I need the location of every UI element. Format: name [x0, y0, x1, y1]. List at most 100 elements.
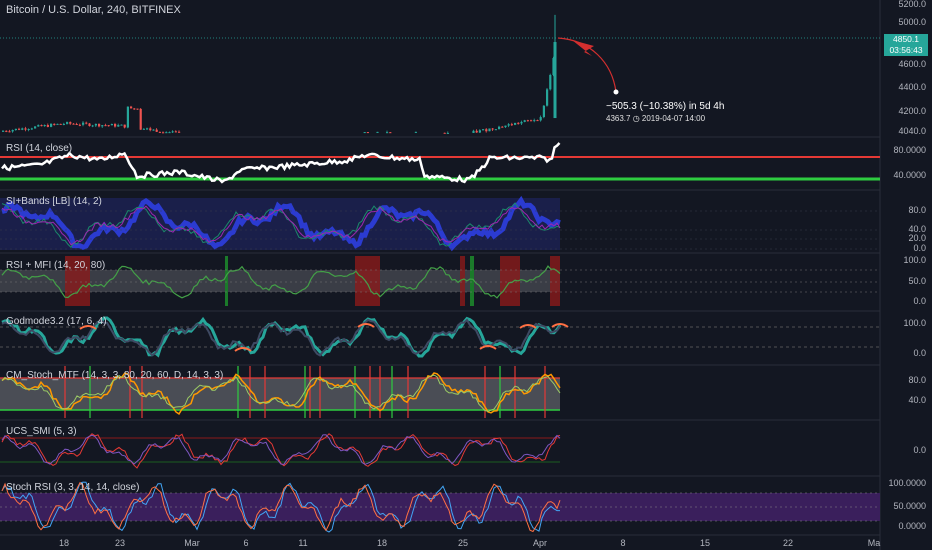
rsimfi-line [1, 265, 561, 299]
x-axis-label: 6 [243, 538, 249, 548]
si-line-green [1, 202, 561, 249]
price-candle [549, 74, 552, 90]
price-candle [110, 124, 113, 126]
price-candle [85, 122, 88, 124]
price-candle [62, 123, 65, 125]
si-tick: 20.0 [908, 233, 926, 243]
price-candle [117, 125, 120, 127]
price-candle [82, 122, 85, 125]
measure-sublabel: 4363.7 ◷ 2019-04-07 14:00 [606, 114, 706, 123]
price-candle [142, 128, 145, 130]
spike-candle [553, 42, 557, 119]
x-axis-label: Mar [184, 538, 200, 548]
godmode-extreme [479, 345, 497, 350]
price-candle [40, 125, 43, 127]
price-axis-tick: 5200.0 [898, 0, 926, 9]
price-candle [50, 123, 53, 127]
pane-title-cm-stoch: CM_Stoch_MTF (14, 3, 3, 80, 20, 60, D, 1… [6, 370, 224, 381]
x-axis-label: 18 [58, 538, 70, 548]
price-candle [520, 121, 523, 124]
godmode-signal [1, 318, 561, 357]
price-candle [376, 131, 379, 133]
rsi-tick: 80.0000 [893, 145, 926, 155]
rsimfi-signal [460, 256, 465, 306]
price-candle [21, 128, 24, 130]
si-tick: 80.0 [908, 205, 926, 215]
rsimfi-signal [65, 256, 90, 306]
si-tick: 0.0 [913, 243, 926, 253]
chart-title: Bitcoin / U.S. Dollar, 240, BITFINEX [6, 4, 181, 16]
godmode-extreme [519, 324, 537, 329]
price-candle [488, 128, 491, 132]
price-candle [139, 108, 142, 130]
price-candle [363, 132, 366, 134]
rsimfi-signal [355, 256, 380, 306]
stoch-k [1, 371, 561, 415]
price-candle [542, 105, 545, 118]
stoch-tick: 40.0 [908, 395, 926, 405]
price-candle [171, 131, 174, 133]
si-line-purple [1, 205, 561, 246]
price-candle [504, 125, 507, 128]
stoch-band [0, 378, 560, 410]
price-candle [56, 123, 59, 125]
price-candle [37, 125, 40, 127]
price-candle [533, 120, 536, 122]
price-candle [168, 132, 171, 134]
price-candle [386, 132, 389, 134]
x-axis-label: 15 [699, 538, 711, 548]
x-axis-label: Ma [867, 538, 881, 548]
price-candle [136, 108, 139, 110]
price-candle [149, 128, 152, 131]
si-tick: 40.0 [908, 224, 926, 234]
price-candle [485, 129, 488, 132]
stochrsi-tick: 50.0000 [893, 501, 926, 511]
godmode-tick: 0.0 [913, 348, 926, 358]
price-candle [158, 131, 161, 133]
price-candle [174, 131, 177, 133]
last-price-label: 4850.1 [884, 34, 928, 45]
price-candle [75, 123, 78, 125]
x-axis-label: 23 [114, 538, 126, 548]
stochrsi-tick: 0.0000 [898, 521, 926, 531]
price-candle [523, 120, 526, 122]
price-axis-tick: 4040.0 [898, 126, 926, 136]
stochrsi-tick: 100.0000 [888, 478, 926, 488]
price-candle [94, 123, 97, 126]
pane-title-ucs-smi: UCS_SMI (5, 3) [6, 426, 77, 437]
price-candle [34, 126, 37, 129]
x-axis-label: 8 [620, 538, 626, 548]
rsimfi-tick: 50.0 [908, 276, 926, 286]
projection-end [613, 89, 619, 95]
price-candle [514, 122, 517, 125]
x-axis-label: 22 [782, 538, 794, 548]
price-candle [126, 106, 129, 128]
stoch-d [1, 374, 561, 412]
stochrsi-d [1, 481, 561, 533]
godmode-extreme [357, 323, 375, 328]
price-candle [475, 130, 478, 133]
smi-tick: 0.0 [913, 445, 926, 455]
price-candle [2, 130, 5, 132]
price-candle [478, 130, 481, 133]
price-candle [59, 123, 62, 125]
price-candle [530, 120, 533, 122]
price-candle [472, 130, 475, 133]
price-candle [101, 125, 104, 127]
smi-signal [1, 434, 561, 465]
price-candle [152, 129, 155, 131]
price-candle [27, 129, 30, 131]
price-candle [494, 129, 497, 131]
price-candle [414, 131, 417, 133]
pane-title-stoch-rsi: Stoch RSI (3, 3, 14, 14, close) [6, 482, 140, 493]
price-axis-tick: 4400.0 [898, 82, 926, 92]
price-candle [389, 132, 392, 134]
price-axis-tick: 5000.0 [898, 17, 926, 27]
price-axis-tick: 4600.0 [898, 59, 926, 69]
price-candle [69, 122, 72, 124]
price-candle [30, 128, 33, 130]
price-candle [114, 124, 117, 127]
price-candle [53, 123, 56, 125]
bar-countdown-label: 03:56:43 [884, 45, 928, 56]
